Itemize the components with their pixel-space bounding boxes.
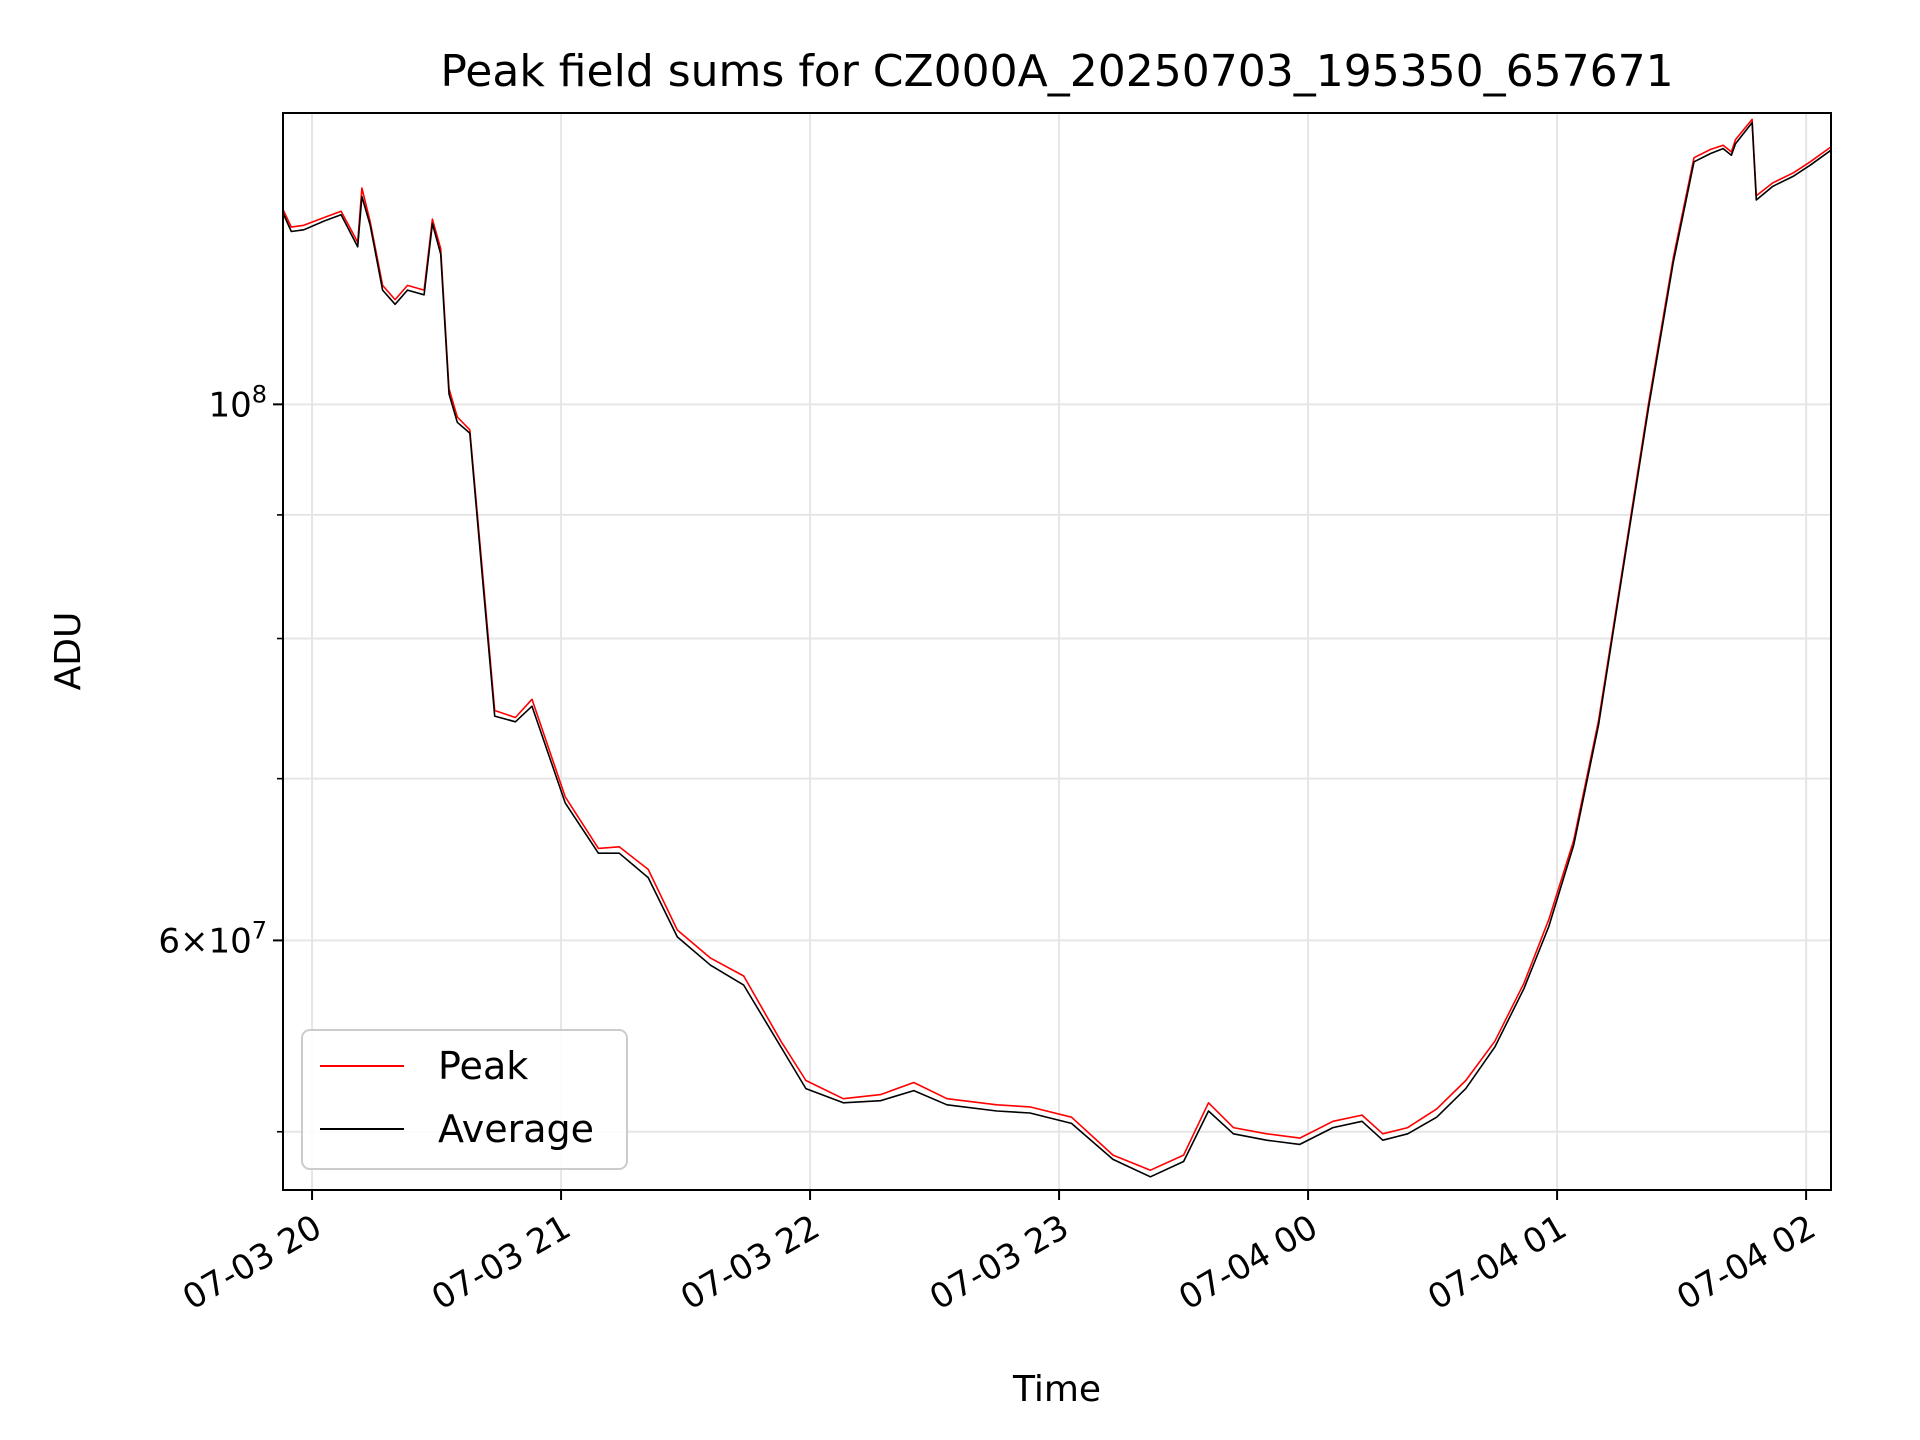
y-tick-label: 6×107: [158, 916, 267, 961]
y-tick-times: ×: [180, 921, 209, 961]
legend-box: [301, 1029, 628, 1170]
y-tick-base: 10: [208, 921, 251, 961]
legend-label-peak: Peak: [438, 1044, 528, 1088]
y-axis-title: ADU: [48, 612, 89, 691]
x-axis-title: Time: [1012, 1369, 1101, 1410]
y-tick-exponent: 8: [252, 380, 267, 408]
y-tick-mantissa: 6: [158, 921, 180, 961]
legend: Peak Average: [301, 1029, 628, 1170]
series-line-average: [282, 121, 1832, 1178]
chart-title: Peak field sums for CZ000A_20250703_1953…: [440, 46, 1673, 97]
legend-label-average: Average: [438, 1107, 594, 1151]
plot-frame: [282, 112, 1832, 1191]
y-tick-label: 108: [208, 380, 267, 425]
grid: [283, 113, 1831, 1190]
y-tick-exponent: 7: [252, 916, 267, 944]
y-tick-base: 10: [208, 385, 251, 425]
series-lines: [282, 118, 1832, 1178]
